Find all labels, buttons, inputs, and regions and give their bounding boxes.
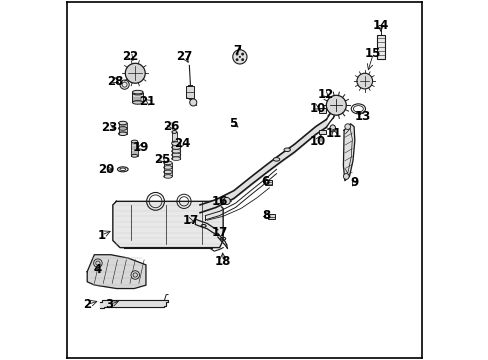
- Ellipse shape: [284, 148, 290, 152]
- Text: 15: 15: [365, 47, 381, 60]
- Circle shape: [343, 174, 348, 179]
- Ellipse shape: [132, 101, 143, 104]
- Text: 16: 16: [212, 195, 228, 208]
- Text: 23: 23: [101, 121, 117, 134]
- Circle shape: [122, 82, 127, 87]
- Ellipse shape: [171, 146, 181, 149]
- Bar: [376, 35, 384, 59]
- Polygon shape: [343, 124, 354, 181]
- Text: 8: 8: [262, 209, 270, 222]
- Ellipse shape: [172, 131, 177, 134]
- Ellipse shape: [118, 127, 127, 130]
- Ellipse shape: [273, 158, 279, 161]
- Circle shape: [232, 50, 246, 64]
- Bar: [132, 93, 143, 103]
- Bar: [267, 214, 275, 219]
- Text: 6: 6: [261, 175, 269, 188]
- Text: 4: 4: [94, 263, 102, 276]
- Ellipse shape: [120, 168, 125, 171]
- Ellipse shape: [117, 167, 128, 172]
- Bar: [319, 108, 325, 113]
- Ellipse shape: [163, 175, 172, 178]
- Text: 3: 3: [105, 298, 113, 311]
- Text: 21: 21: [139, 95, 156, 108]
- Text: 10: 10: [309, 135, 325, 148]
- Ellipse shape: [171, 153, 181, 157]
- Bar: [172, 144, 180, 159]
- Bar: [186, 86, 194, 98]
- Polygon shape: [87, 255, 145, 288]
- Text: 25: 25: [153, 153, 170, 166]
- Ellipse shape: [172, 141, 177, 144]
- Ellipse shape: [118, 132, 127, 135]
- Text: 24: 24: [174, 137, 190, 150]
- Text: 5: 5: [228, 117, 236, 130]
- Text: 27: 27: [176, 50, 192, 63]
- Text: 11: 11: [325, 126, 342, 140]
- Text: 14: 14: [372, 19, 388, 32]
- Text: 17: 17: [212, 226, 228, 239]
- Polygon shape: [113, 201, 223, 248]
- Text: 20: 20: [98, 163, 114, 176]
- Bar: [118, 123, 127, 134]
- Circle shape: [344, 124, 350, 130]
- Circle shape: [325, 95, 346, 115]
- Circle shape: [235, 53, 238, 55]
- Circle shape: [189, 99, 196, 106]
- Ellipse shape: [131, 154, 138, 157]
- Ellipse shape: [171, 149, 181, 153]
- Circle shape: [223, 197, 230, 204]
- Ellipse shape: [132, 90, 143, 94]
- Ellipse shape: [132, 91, 143, 95]
- Ellipse shape: [131, 140, 138, 143]
- Circle shape: [235, 58, 238, 61]
- Text: 1: 1: [97, 229, 105, 242]
- Ellipse shape: [163, 170, 172, 174]
- Text: 17: 17: [183, 215, 199, 228]
- Ellipse shape: [329, 125, 335, 132]
- Text: 26: 26: [163, 120, 179, 133]
- Text: 19: 19: [132, 141, 148, 154]
- Bar: [319, 130, 325, 134]
- Polygon shape: [100, 300, 168, 308]
- Bar: [172, 132, 177, 143]
- Circle shape: [125, 63, 145, 83]
- Ellipse shape: [118, 121, 127, 125]
- Circle shape: [131, 271, 139, 279]
- Circle shape: [238, 56, 241, 58]
- Circle shape: [93, 259, 102, 267]
- Ellipse shape: [171, 157, 181, 161]
- Text: 9: 9: [349, 176, 358, 189]
- Bar: [163, 163, 172, 176]
- Bar: [264, 180, 272, 185]
- Text: 7: 7: [233, 44, 241, 57]
- Circle shape: [241, 58, 244, 61]
- Circle shape: [120, 80, 129, 89]
- Text: 28: 28: [107, 75, 123, 87]
- Ellipse shape: [171, 142, 181, 145]
- Text: 12: 12: [317, 88, 333, 101]
- Circle shape: [356, 73, 372, 89]
- Circle shape: [241, 53, 244, 55]
- Text: 13: 13: [354, 110, 370, 123]
- Text: 22: 22: [122, 50, 138, 63]
- Text: 10: 10: [309, 102, 325, 114]
- Text: 18: 18: [215, 255, 231, 267]
- Ellipse shape: [163, 161, 172, 165]
- Text: 2: 2: [83, 298, 91, 311]
- Ellipse shape: [163, 166, 172, 169]
- Bar: [131, 141, 138, 156]
